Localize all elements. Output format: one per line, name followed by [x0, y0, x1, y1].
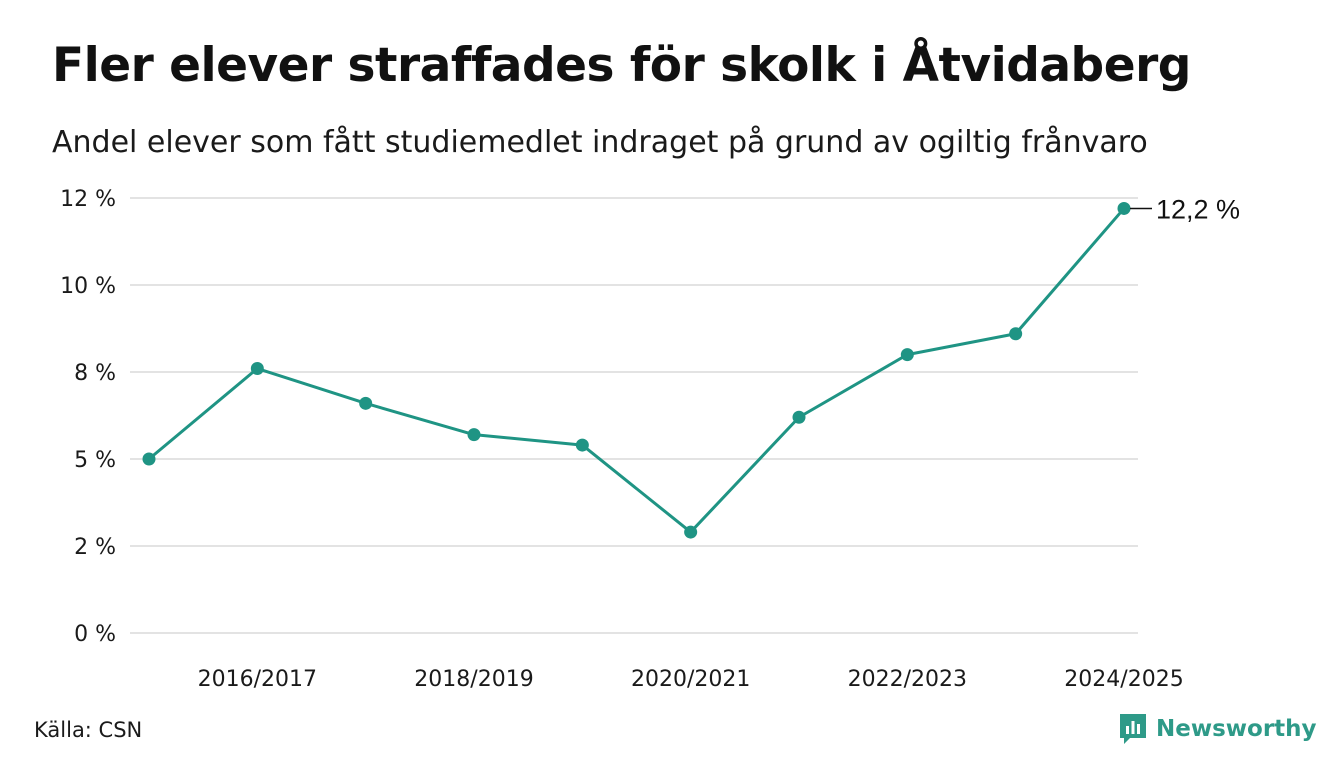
data-point	[900, 348, 914, 362]
newsworthy-logo-icon	[1120, 714, 1146, 744]
data-point	[359, 396, 373, 410]
end-value-label: 12,2 %	[1156, 194, 1240, 224]
x-tick-label: 2018/2019	[414, 667, 533, 692]
data-point	[1009, 327, 1023, 341]
x-tick-label: 2020/2021	[631, 667, 750, 692]
chart-title: Fler elever straffades för skolk i Åtvid…	[52, 38, 1191, 93]
series-group: 12,2 %	[142, 194, 1240, 539]
y-axis-ticks: 0 % 2 % 5 % 8 % 10 % 12 %	[60, 187, 116, 647]
y-tick-label: 12 %	[60, 187, 116, 212]
x-tick-label: 2024/2025	[1064, 667, 1183, 692]
series-line	[148, 207, 1126, 534]
data-point	[467, 428, 481, 442]
x-axis-ticks: 2016/2017 2018/2019 2020/2021 2022/2023 2024…	[198, 667, 1184, 692]
data-point	[575, 438, 589, 452]
chart-subtitle: Andel elever som fått studiemedlet indra…	[52, 125, 1148, 160]
y-tick-label: 10 %	[60, 274, 116, 299]
y-tick-label: 0 %	[74, 622, 116, 647]
data-point	[792, 410, 806, 424]
brand-name: Newsworthy	[1156, 716, 1317, 742]
brand-logo: Newsworthy	[1118, 712, 1317, 746]
x-tick-label: 2016/2017	[198, 667, 317, 692]
x-tick-label: 2022/2023	[848, 667, 967, 692]
gridlines	[130, 197, 1138, 634]
data-point	[684, 525, 698, 539]
data-point	[1117, 201, 1131, 215]
data-point	[142, 452, 156, 466]
y-tick-label: 2 %	[74, 535, 116, 560]
y-tick-label: 5 %	[74, 448, 116, 473]
data-point	[250, 362, 264, 376]
source-note: Källa: CSN	[34, 718, 143, 742]
y-tick-label: 8 %	[74, 361, 116, 386]
